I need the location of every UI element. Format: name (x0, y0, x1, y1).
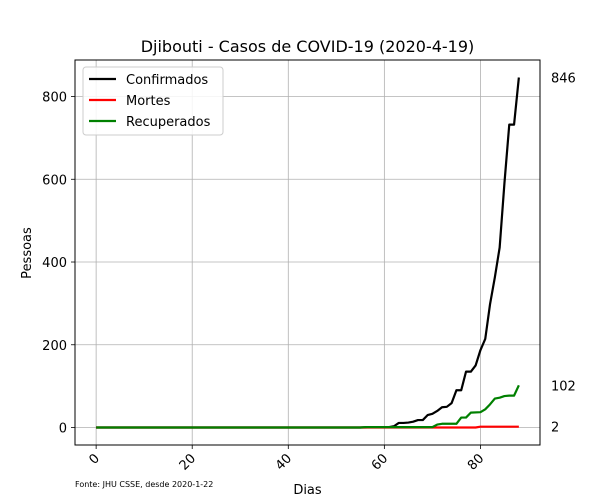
y-tick-label: 400 (42, 256, 67, 271)
x-axis-label: Dias (293, 483, 322, 498)
series-line-recuperados (96, 384, 520, 429)
y-tick-label: 0 (59, 422, 67, 437)
y-tick-label: 800 (42, 91, 67, 106)
y-tick-label: 200 (42, 339, 67, 354)
chart-title: Djibouti - Casos de COVID-19 (2020-4-19) (141, 37, 475, 56)
source-note: Fonte: JHU CSSE, desde 2020-1-22 (75, 480, 213, 489)
y-axis-label: Pessoas (20, 227, 35, 279)
legend-label-mortes: Mortes (126, 94, 171, 109)
legend: Confirmados Mortes Recuperados (82, 66, 224, 136)
legend-box (82, 66, 224, 136)
y-tick-label: 600 (42, 173, 67, 188)
legend-label-confirmados: Confirmados (126, 73, 208, 88)
legend-label-recuperados: Recuperados (126, 115, 211, 130)
end-labels: 846 2 102 (551, 72, 576, 436)
end-label-recuperados: 102 (551, 379, 576, 394)
end-label-mortes: 2 (551, 421, 559, 436)
series-line-confirmados (96, 77, 520, 429)
series-layer (96, 77, 520, 429)
plot-frame (74, 59, 541, 446)
end-label-confirmados: 846 (551, 72, 576, 87)
